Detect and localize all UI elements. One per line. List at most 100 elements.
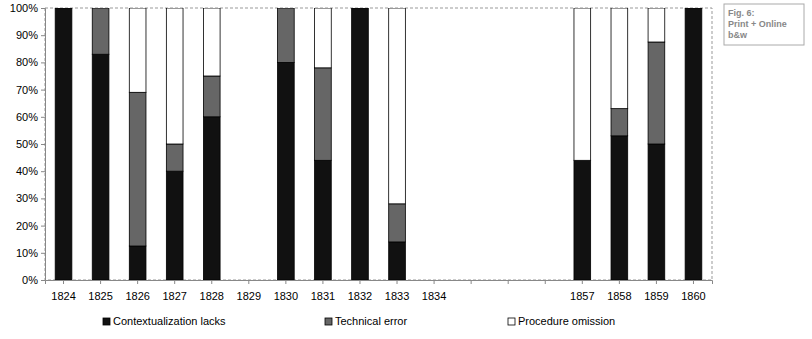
tick-mark xyxy=(397,280,398,284)
bar-segment xyxy=(685,8,702,280)
tick: 70% xyxy=(16,84,45,96)
bar-segment xyxy=(685,8,702,9)
bar-segment xyxy=(129,246,146,280)
bar-segment xyxy=(129,8,146,92)
tick-label: 70% xyxy=(16,84,38,96)
chart: 0%10%20%30%40%50%60%70%80%90%100%1824182… xyxy=(0,0,812,339)
tick-mark xyxy=(100,280,101,284)
tick-mark xyxy=(211,280,212,284)
tick-mark xyxy=(359,280,360,284)
tick-mark xyxy=(41,171,45,172)
tick: 1824 xyxy=(51,280,75,302)
bar-segment xyxy=(166,144,183,171)
tick-mark xyxy=(582,280,583,284)
tick-label: 1825 xyxy=(88,290,112,302)
tick: 40% xyxy=(16,165,45,177)
tick-mark xyxy=(508,280,509,284)
bar-segment xyxy=(278,8,295,9)
tick-label: 0% xyxy=(22,274,38,286)
bar-segment xyxy=(648,8,665,42)
legend-swatch xyxy=(103,318,110,325)
tick-mark xyxy=(545,280,546,284)
tick-mark xyxy=(41,198,45,199)
bar-segment xyxy=(129,92,146,246)
bar-segment xyxy=(92,8,109,54)
tick: 1831 xyxy=(311,280,335,302)
tick-label: 90% xyxy=(16,29,38,41)
tick: 1857 xyxy=(570,280,594,302)
tick: 1829 xyxy=(237,280,261,302)
tick-label: 1859 xyxy=(644,290,668,302)
tick-label: 1860 xyxy=(681,290,705,302)
bar-segment xyxy=(166,8,183,144)
tick-mark xyxy=(619,280,620,284)
bar-segment xyxy=(648,42,665,144)
tick-mark xyxy=(656,280,657,284)
legend: Contextualization lacksTechnical errorPr… xyxy=(103,315,615,327)
tick: 1826 xyxy=(125,280,149,302)
tick: 10% xyxy=(16,247,45,259)
bar-segment xyxy=(611,109,628,136)
tick-label: 1829 xyxy=(237,290,261,302)
annotation-text: Print + Online xyxy=(728,19,787,29)
bar-segment xyxy=(203,8,220,76)
bar-segment xyxy=(685,8,702,9)
tick-mark xyxy=(41,117,45,118)
tick-mark xyxy=(41,144,45,145)
tick xyxy=(545,280,546,284)
tick: 60% xyxy=(16,111,45,123)
bar-segment xyxy=(574,160,591,280)
bar-segment xyxy=(92,8,109,9)
x-axis: 1824182518261827182818291830183118321833… xyxy=(46,280,713,302)
bar-segment xyxy=(278,8,295,62)
plot-frame xyxy=(45,8,712,280)
tick-label: 1858 xyxy=(607,290,631,302)
tick-label: 80% xyxy=(16,56,38,68)
tick: 1833 xyxy=(385,280,409,302)
bar-segment xyxy=(389,204,406,242)
tick-mark xyxy=(41,35,45,36)
bar-segment xyxy=(648,144,665,280)
tick: 1834 xyxy=(422,280,446,302)
tick: 1827 xyxy=(162,280,186,302)
legend-swatch xyxy=(508,318,515,325)
bar-segment xyxy=(55,8,72,9)
annotation-text: b&w xyxy=(728,30,748,40)
tick xyxy=(471,280,472,284)
tick: 1828 xyxy=(200,280,224,302)
y-axis: 0%10%20%30%40%50%60%70%80%90%100% xyxy=(10,2,46,286)
tick-label: 1827 xyxy=(162,290,186,302)
annotation-box xyxy=(724,4,804,45)
tick: 1832 xyxy=(348,280,372,302)
bar-segment xyxy=(315,160,332,280)
tick-label: 30% xyxy=(16,192,38,204)
tick: 100% xyxy=(10,2,45,14)
tick-mark xyxy=(41,280,45,281)
tick-label: 1826 xyxy=(125,290,149,302)
tick-label: 40% xyxy=(16,165,38,177)
bar-segment xyxy=(389,242,406,280)
bar-segment xyxy=(92,54,109,280)
tick-mark xyxy=(41,226,45,227)
tick-mark xyxy=(471,280,472,284)
annotation-text: Fig. 6: xyxy=(728,8,755,18)
tick: 1825 xyxy=(88,280,112,302)
bar-segment xyxy=(352,8,369,9)
bar-segment xyxy=(611,8,628,109)
legend-entry: Technical error xyxy=(325,315,407,327)
bar-segment xyxy=(203,117,220,280)
tick-label: 10% xyxy=(16,247,38,259)
tick-label: 1857 xyxy=(570,290,594,302)
tick-label: 100% xyxy=(10,2,38,14)
bar-segment xyxy=(611,136,628,280)
tick-mark xyxy=(41,62,45,63)
tick-label: 1831 xyxy=(311,290,335,302)
tick-mark xyxy=(322,280,323,284)
tick-mark xyxy=(285,280,286,284)
axis-line xyxy=(41,9,46,281)
tick-mark xyxy=(41,253,45,254)
bar-segment xyxy=(278,62,295,280)
tick: 1859 xyxy=(644,280,668,302)
legend-label: Contextualization lacks xyxy=(113,315,226,327)
tick: 20% xyxy=(16,220,45,232)
